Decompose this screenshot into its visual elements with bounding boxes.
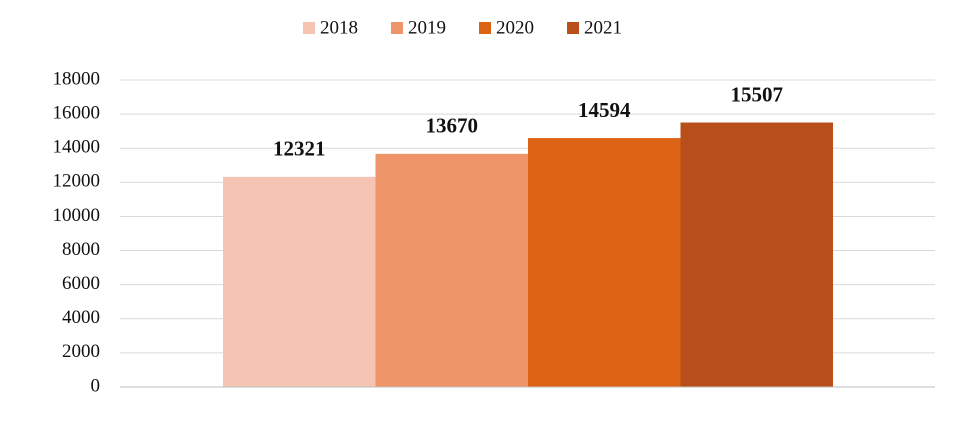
legend-swatch: [303, 22, 315, 34]
bar: [528, 138, 681, 387]
y-tick-label: 16000: [53, 102, 101, 123]
data-label: 13670: [426, 114, 479, 138]
y-tick-label: 8000: [62, 239, 100, 260]
bar: [375, 153, 528, 387]
legend-label: 2021: [584, 17, 622, 38]
y-tick-label: 6000: [62, 273, 100, 294]
y-tick-label: 18000: [53, 68, 101, 89]
data-label: 14594: [578, 98, 631, 122]
legend-swatch: [479, 22, 491, 34]
y-tick-label: 12000: [53, 171, 101, 192]
y-tick-label: 0: [91, 375, 101, 396]
y-tick-label: 10000: [53, 205, 101, 226]
y-tick-label: 14000: [53, 137, 101, 158]
bar: [223, 176, 376, 387]
y-tick-label: 4000: [62, 307, 100, 328]
legend-label: 2018: [320, 17, 358, 38]
legend-label: 2019: [408, 17, 446, 38]
data-label: 12321: [273, 137, 326, 161]
legend-label: 2020: [496, 17, 534, 38]
y-tick-label: 2000: [62, 341, 100, 362]
legend-swatch: [567, 22, 579, 34]
data-label: 15507: [731, 82, 784, 106]
bar: [680, 122, 833, 387]
legend-swatch: [391, 22, 403, 34]
